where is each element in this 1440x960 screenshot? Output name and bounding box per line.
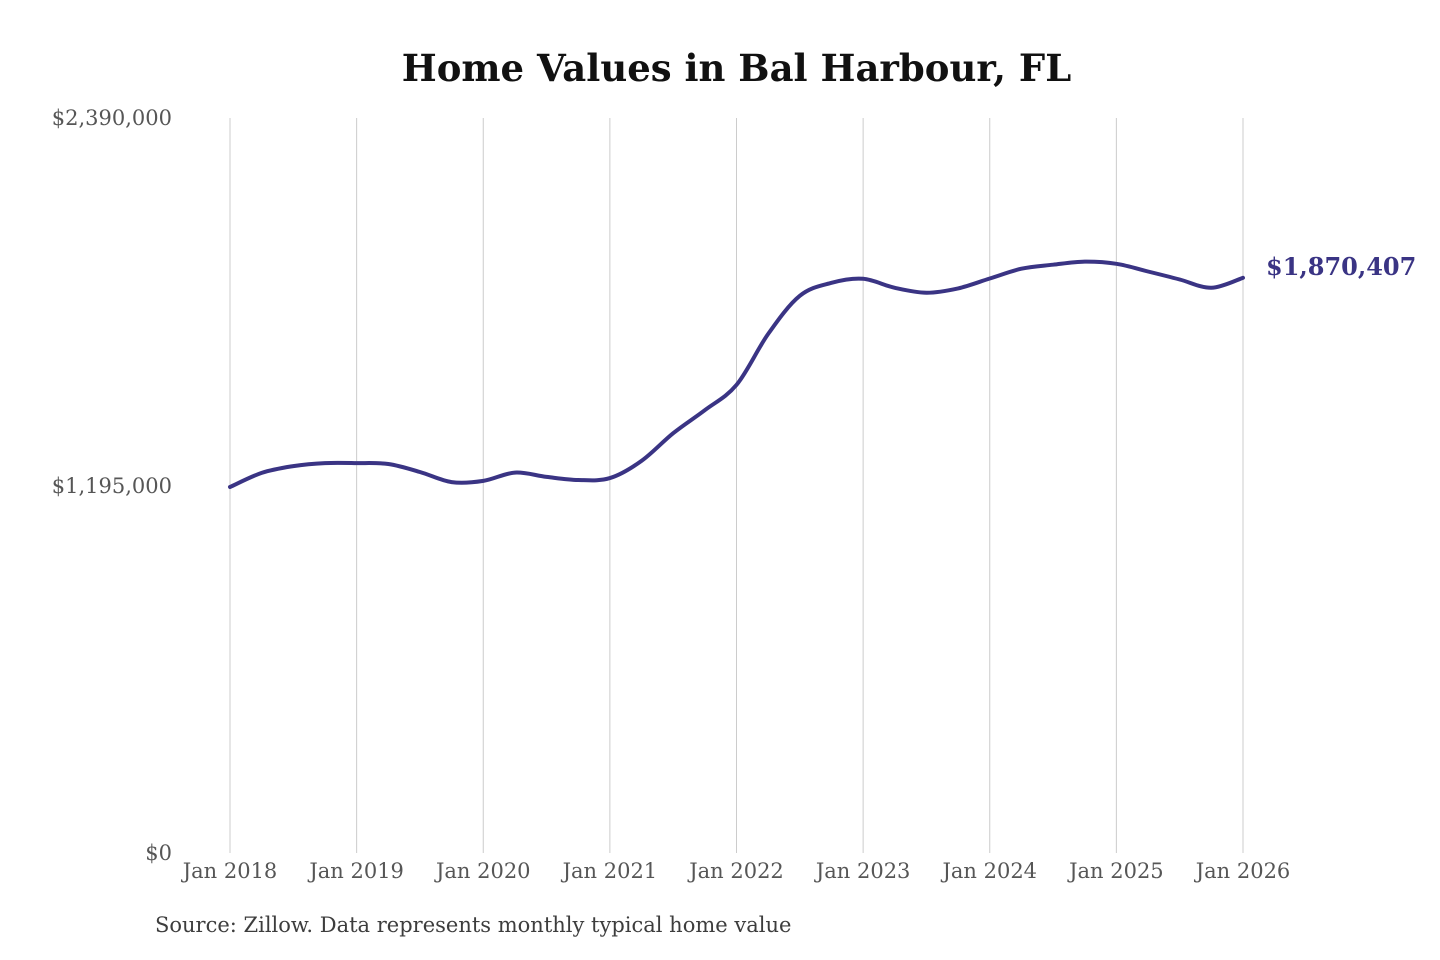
x-tick-label: Jan 2021	[562, 859, 658, 883]
chart-title: Home Values in Bal Harbour, FL	[401, 46, 1072, 90]
home-value-line	[228, 259, 1245, 489]
y-tick-label: $1,195,000	[51, 473, 172, 498]
x-tick-label: Jan 2026	[1195, 859, 1291, 883]
x-tick-label: Jan 2019	[309, 859, 404, 883]
y-tick-label: $0	[145, 841, 172, 865]
source-note: Source: Zillow. Data represents monthly …	[155, 913, 792, 937]
x-tick-label: Jan 2020	[435, 859, 531, 883]
x-tick-label: Jan 2022	[689, 859, 784, 883]
x-tick-label: Jan 2025	[1069, 859, 1164, 883]
y-tick-label: $2,390,000	[51, 106, 172, 130]
x-tick-label: Jan 2024	[942, 859, 1038, 883]
x-tick-label: Jan 2018	[182, 859, 278, 883]
latest-value-label: $1,870,407	[1266, 251, 1417, 281]
x-tick-label: Jan 2023	[815, 859, 911, 883]
